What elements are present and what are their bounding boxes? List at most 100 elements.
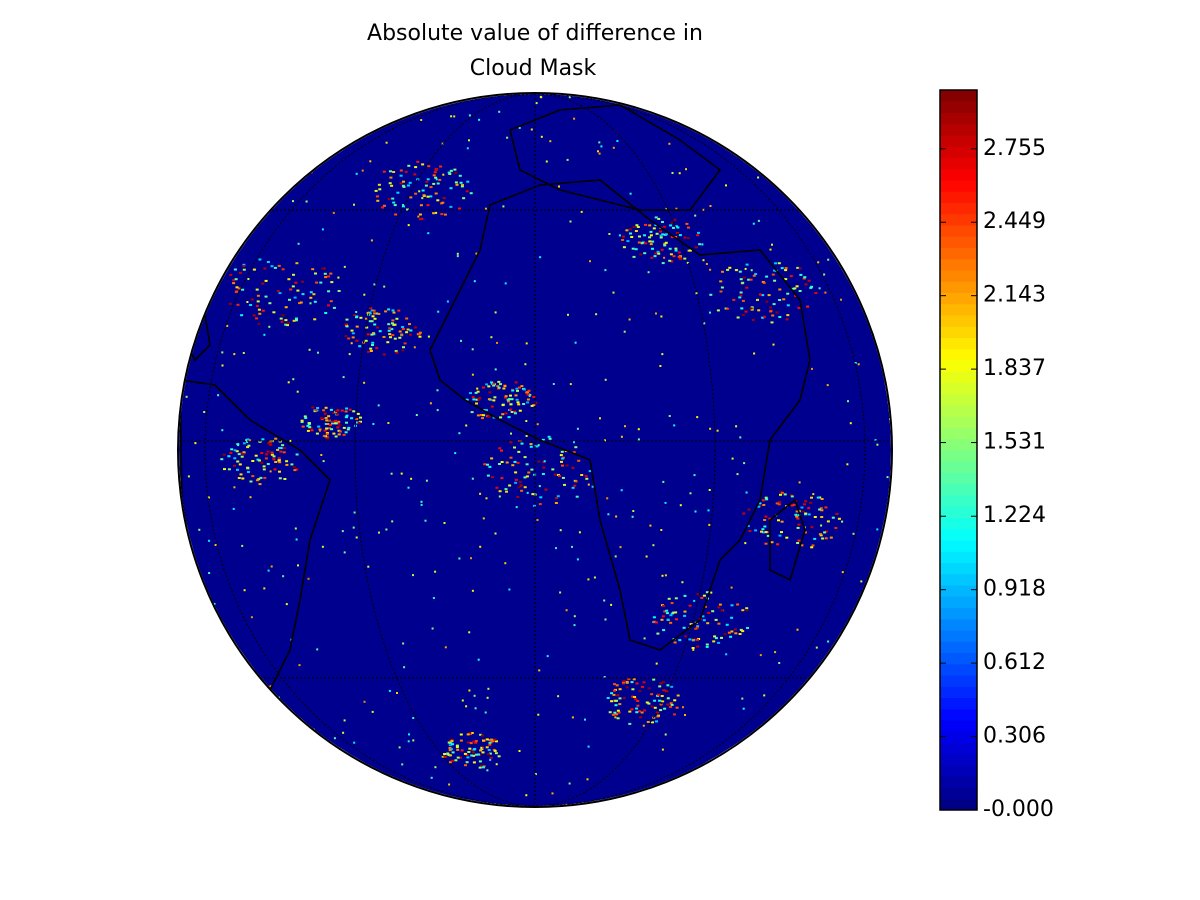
cloud-speckle: [655, 232, 659, 235]
cloud-speckle: [742, 276, 746, 279]
cloud-speckle: [765, 275, 769, 278]
cloud-speckle: [671, 172, 674, 174]
cloud-speckle: [719, 280, 723, 283]
cloud-speckle: [661, 615, 665, 618]
cloud-speckle: [486, 753, 490, 756]
cloud-speckle: [414, 166, 418, 169]
cloud-speckle: [874, 439, 877, 442]
cloud-speckle: [251, 460, 255, 462]
colorbar-band: [940, 731, 977, 743]
cloud-speckle: [418, 190, 421, 193]
cloud-speckle: [792, 503, 796, 506]
cloud-speckle: [449, 754, 452, 757]
cloud-speckle: [889, 773, 891, 776]
cloud-speckle: [430, 776, 433, 779]
cloud-speckle: [278, 461, 282, 464]
colorbar-band: [940, 742, 977, 755]
cloud-speckle: [262, 465, 266, 468]
cloud-speckle: [573, 117, 576, 120]
cloud-speckle: [382, 353, 386, 356]
cloud-speckle: [774, 651, 777, 654]
cloud-speckle: [651, 247, 654, 250]
cloud-speckle: [329, 423, 332, 426]
cloud-speckle: [659, 709, 663, 712]
cloud-speckle: [324, 406, 328, 409]
cloud-speckle: [841, 571, 844, 574]
cloud-speckle: [307, 577, 310, 580]
cloud-speckle: [305, 200, 308, 203]
cloud-speckle: [325, 419, 329, 422]
cloud-speckle: [481, 766, 485, 769]
cloud-speckle: [476, 390, 480, 393]
cloud-speckle: [387, 422, 390, 424]
cloud-speckle: [883, 796, 886, 799]
cloud-speckle: [559, 529, 562, 532]
cloud-speckle: [829, 536, 833, 539]
cloud-speckle: [558, 475, 561, 477]
cloud-speckle: [663, 225, 667, 228]
cloud-speckle: [766, 534, 770, 537]
cloud-speckle: [462, 197, 466, 200]
cloud-speckle: [624, 101, 627, 104]
cloud-speckle: [682, 706, 684, 709]
cloud-speckle: [622, 697, 626, 700]
cloud-speckle: [717, 606, 721, 609]
cloud-speckle: [649, 524, 652, 527]
cloud-speckle: [500, 449, 503, 452]
cloud-speckle: [819, 507, 823, 510]
cloud-speckle: [321, 545, 324, 548]
cloud-speckle: [415, 414, 418, 416]
cloud-speckle: [451, 751, 455, 754]
globe: [177, 92, 893, 808]
cloud-speckle: [804, 512, 808, 515]
cloud-speckle: [694, 510, 697, 513]
cloud-speckle: [664, 574, 667, 577]
cloud-speckle: [246, 301, 249, 303]
cloud-speckle: [434, 176, 438, 179]
cloud-speckle: [657, 252, 661, 255]
cloud-speckle: [635, 711, 639, 714]
cloud-speckle: [572, 451, 576, 454]
cloud-speckle: [674, 597, 678, 600]
cloud-speckle: [292, 319, 296, 322]
cloud-speckle: [412, 717, 415, 719]
colorbar-band: [940, 540, 977, 552]
cloud-speckle: [504, 412, 508, 415]
cloud-speckle: [661, 221, 664, 223]
cloud-speckle: [311, 268, 315, 271]
cloud-speckle: [707, 611, 711, 614]
cloud-speckle: [698, 243, 702, 246]
cloud-speckle: [876, 443, 879, 446]
cloud-speckle: [482, 739, 485, 742]
colorbar-tick-label: 2.449: [983, 209, 1046, 234]
cloud-speckle: [456, 252, 459, 255]
cloud-speckle: [692, 638, 696, 641]
cloud-speckle: [267, 442, 271, 445]
cloud-speckle: [454, 171, 458, 174]
cloud-speckle: [393, 337, 397, 340]
cloud-speckle: [778, 534, 782, 537]
cloud-speckle: [456, 756, 460, 759]
cloud-speckle: [584, 718, 586, 721]
cloud-speckle: [466, 741, 470, 744]
cloud-speckle: [688, 249, 692, 252]
cloud-speckle: [312, 732, 315, 735]
colorbar-band: [940, 618, 977, 631]
cloud-speckle: [426, 204, 430, 207]
cloud-speckle: [667, 597, 671, 600]
cloud-speckle: [338, 424, 342, 427]
cloud-speckle: [531, 493, 535, 496]
cloud-speckle: [674, 249, 678, 252]
cloud-speckle: [515, 387, 519, 390]
cloud-speckle: [498, 495, 501, 498]
cloud-speckle: [778, 501, 781, 504]
cloud-speckle: [289, 288, 293, 291]
cloud-speckle: [286, 324, 289, 327]
cloud-speckle: [371, 344, 374, 346]
cloud-speckle: [632, 226, 636, 228]
cloud-speckle: [684, 714, 686, 716]
cloud-speckle: [296, 289, 300, 292]
cloud-speckle: [786, 314, 790, 317]
cloud-speckle: [350, 417, 354, 420]
cloud-speckle: [385, 528, 388, 531]
